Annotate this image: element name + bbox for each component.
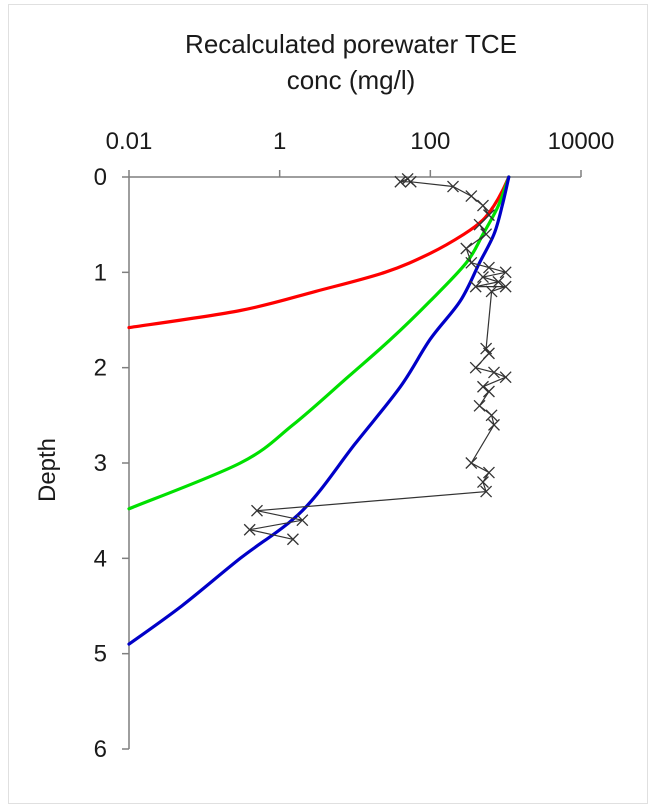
data-point-marker [286,533,299,546]
data-point-marker [482,466,495,479]
data-point-marker [492,275,505,288]
data-point-marker [482,385,495,398]
data-point-marker [482,261,495,274]
data-point-marker [469,361,482,374]
y-tick-label: 0 [94,164,107,191]
data-point-marker [477,199,489,212]
chart-title-line-2: conc (mg/l) [287,65,416,95]
series-1 [127,175,511,511]
data-point-marker [296,514,309,527]
series-3 [243,172,512,546]
data-point-marker [485,285,498,298]
data-point-marker [465,457,478,469]
y-tick-label: 3 [94,450,107,477]
data-point-marker [465,190,478,203]
chart-container: Recalculated porewater TCE conc (mg/l) D… [8,4,648,804]
y-tick-label: 6 [94,736,107,763]
series-layer [127,172,512,646]
data-point-marker [473,218,486,231]
x-tick-label: 10000 [548,128,615,155]
x-tick-label: 0.01 [106,128,153,155]
y-tick-label: 2 [94,355,107,382]
data-point-marker [469,280,482,293]
data-point-marker [499,371,512,384]
data-point-marker [404,175,417,188]
data-point-marker [465,256,478,269]
data-point-marker [488,366,500,379]
y-tick-label: 5 [94,641,107,668]
x-tick-label: 1 [273,128,286,155]
data-point-marker [243,523,256,536]
data-point-marker [499,266,512,279]
data-point-marker [480,485,493,498]
series-line [127,175,511,646]
data-point-marker [477,271,489,284]
data-point-marker [477,476,489,489]
data-point-marker [251,504,263,517]
data-point-marker [447,180,459,193]
data-point-marker [482,347,495,360]
y-tick-label: 1 [94,259,107,286]
data-point-marker [477,380,489,393]
y-tick-label: 4 [94,545,107,572]
x-tick-label: 100 [410,128,450,155]
chart-title-line-1: Recalculated porewater TCE [185,29,517,59]
data-point-marker [488,418,500,431]
series-line [127,175,511,330]
data-point-marker [394,175,407,188]
data-point-marker [482,209,495,222]
data-point-marker [499,280,512,293]
data-point-marker [473,399,486,412]
series-0 [127,175,511,330]
tce-depth-chart: Recalculated porewater TCE conc (mg/l) D… [34,29,615,763]
data-point-marker [460,242,473,255]
series-line [127,175,511,511]
y-axis-label: Depth [34,438,61,502]
data-point-marker [485,409,498,422]
data-point-marker [480,228,493,241]
series-2 [127,175,511,646]
axes-layer: 0.01 1 100 10000 0 1 2 3 4 5 6 [94,128,615,763]
